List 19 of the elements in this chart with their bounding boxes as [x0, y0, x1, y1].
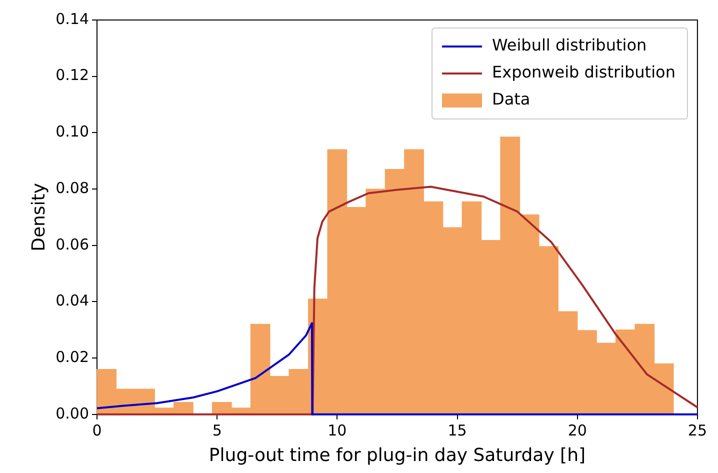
y-axis-title: Density	[28, 182, 50, 252]
x-tick-label: 15	[448, 421, 467, 440]
y-tick-label: 0.00	[56, 404, 89, 422]
y-tick-label: 0.10	[56, 122, 89, 141]
y-tick-label: 0.06	[56, 235, 89, 254]
y-tick-label: 0.14	[56, 10, 89, 28]
x-tick-label: 0	[92, 421, 102, 440]
y-tick-label: 0.08	[56, 178, 89, 197]
y-tick-label: 0.02	[56, 348, 89, 366]
x-tick-label: 10	[328, 421, 347, 440]
x-tick-label: 5	[212, 421, 222, 440]
legend-label: Weibull distribution	[492, 36, 647, 55]
legend-label: Data	[492, 90, 530, 109]
y-tick-label: 0.04	[56, 292, 89, 310]
y-tick-label: 0.12	[56, 66, 89, 84]
x-tick-label: 20	[568, 421, 587, 440]
x-axis-title: Plug-out time for plug-in day Saturday [h]	[208, 444, 586, 466]
legend-label: Exponweib distribution	[492, 62, 676, 82]
x-tick-label: 25	[688, 421, 708, 440]
